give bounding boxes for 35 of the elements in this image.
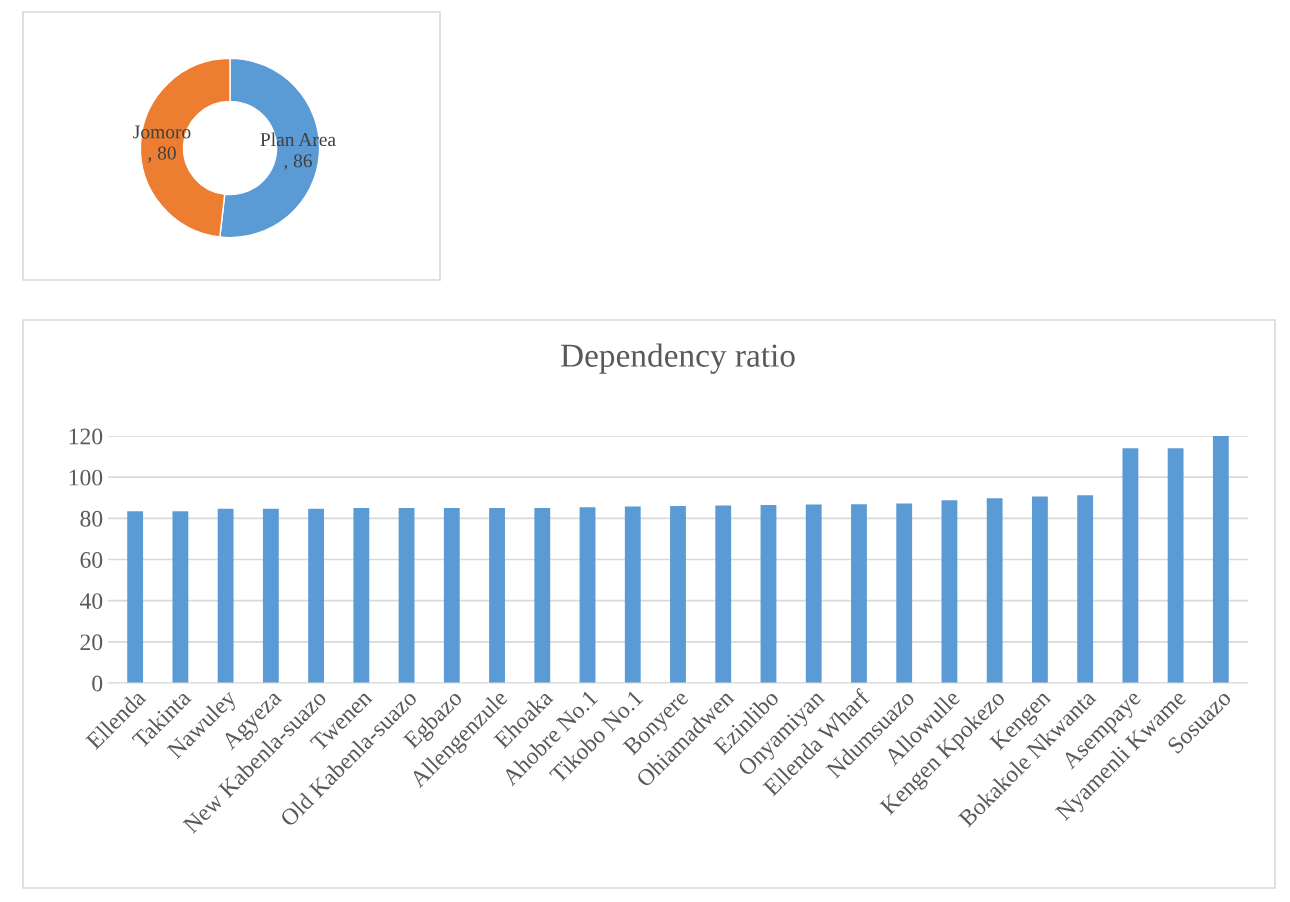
- bar: [353, 508, 370, 683]
- bar: [579, 507, 596, 683]
- bar: [1077, 495, 1094, 683]
- bar: [127, 511, 144, 683]
- data-label: , 86: [284, 154, 312, 171]
- bar: [941, 500, 958, 683]
- data-label: , 80: [148, 146, 176, 163]
- bar: [534, 508, 551, 683]
- bar: [715, 505, 732, 683]
- bar: [262, 508, 279, 683]
- bar: [624, 506, 641, 683]
- bar: [1167, 448, 1184, 683]
- bar: [670, 505, 686, 683]
- y-tick-label: 0: [92, 675, 103, 692]
- y-tick-label: 20: [80, 634, 103, 651]
- y-tick-label: 100: [69, 469, 103, 486]
- bar: [1122, 448, 1139, 683]
- bar: [217, 508, 234, 683]
- bar: [760, 504, 777, 683]
- bar: [986, 498, 1003, 683]
- bar: [308, 508, 325, 683]
- bar: [489, 508, 505, 683]
- bar: [172, 511, 189, 683]
- bar: [1212, 436, 1229, 683]
- y-tick-label: 120: [69, 428, 103, 445]
- y-tick-label: 60: [80, 551, 103, 568]
- bar: [896, 503, 913, 683]
- y-tick-label: 80: [80, 510, 103, 527]
- bar: [805, 504, 822, 683]
- bar: [398, 508, 415, 683]
- bar: [851, 504, 867, 683]
- y-tick-label: 40: [79, 593, 103, 610]
- chart-title: Dependency ratio: [560, 343, 795, 374]
- bar: [443, 508, 460, 683]
- bar: [1031, 496, 1048, 683]
